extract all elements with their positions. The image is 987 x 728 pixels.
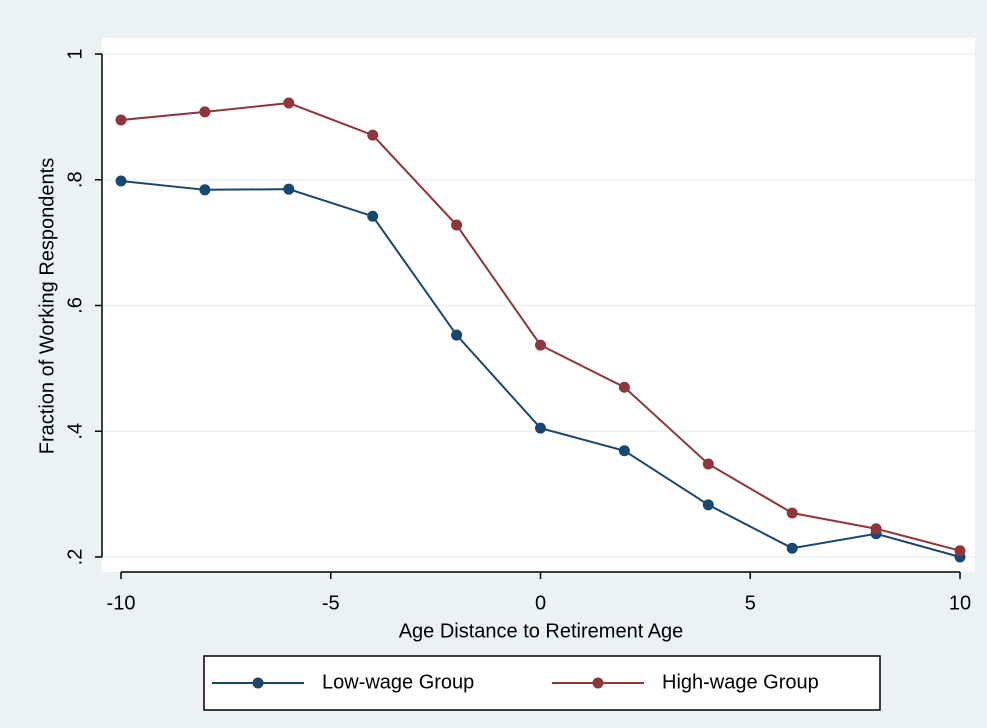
point [115,114,127,126]
point [199,106,211,118]
point [199,184,211,196]
y-tick-label: .8 [64,171,86,188]
y-tick-label: .2 [64,549,86,566]
point [451,219,463,231]
point [367,210,379,222]
legend-marker [252,677,264,689]
point [618,381,630,393]
y-axis-label: Fraction of Working Respondents [36,158,58,454]
x-axis-label: Age Distance to Retirement Age [399,620,684,642]
legend-label: Low-wage Group [322,671,474,693]
point [954,545,966,557]
point [786,507,798,519]
point [702,499,714,511]
point [451,329,463,341]
legend-marker [592,677,604,689]
x-tick-label: -5 [322,592,340,614]
point [283,183,295,195]
point [618,445,630,457]
point [702,458,714,470]
y-tick-label: 1 [64,48,86,59]
x-tick-label: -10 [107,592,136,614]
point [535,339,546,351]
y-tick-label: .4 [64,423,86,440]
point [367,129,379,141]
point [870,523,882,535]
x-tick-label: 10 [949,592,971,614]
x-tick-label: 0 [535,592,546,614]
point [115,175,127,187]
y-tick-label: .6 [64,297,86,314]
point [283,97,295,109]
point [786,542,798,554]
legend-label: High-wage Group [662,671,819,693]
x-tick-label: 5 [745,592,756,614]
legend-box [203,655,881,711]
point [535,422,546,434]
